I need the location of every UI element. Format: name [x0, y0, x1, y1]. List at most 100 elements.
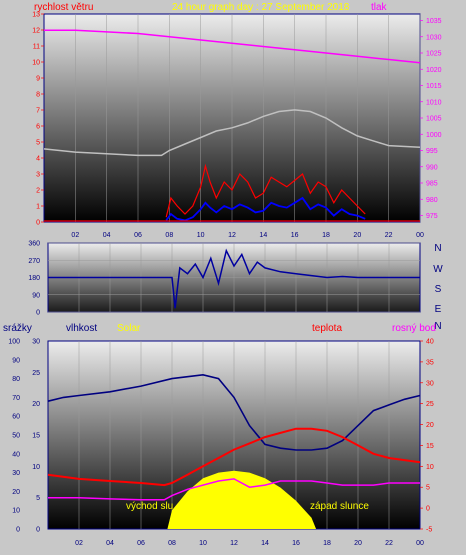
x-tick-label: 02: [71, 232, 79, 239]
rain-tick-label: 20: [32, 401, 40, 408]
humidity-tick-label: 100: [8, 339, 20, 346]
rain-tick-label: 0: [36, 527, 40, 534]
x-tick-label: 18: [322, 232, 330, 239]
temperature-tick-label: -5: [426, 527, 432, 534]
wind-speed-tick-label: 13: [32, 12, 40, 19]
pressure-tick-label: 980: [426, 197, 438, 204]
humidity-tick-label: 30: [12, 470, 20, 477]
x-tick-label: 08: [168, 540, 176, 547]
compass-label: W: [433, 264, 443, 275]
wind-speed-tick-label: 10: [32, 60, 40, 67]
wind-direction-line: [48, 248, 420, 309]
chart-title: 24 hour graph day : 27 September 2018: [172, 2, 350, 13]
pressure-trace-line: [43, 109, 421, 157]
rain-tick-label: 10: [32, 464, 40, 471]
compass-label: N: [434, 243, 441, 254]
pressure-tick-label: 1015: [426, 83, 442, 90]
sunset-label: západ slunce: [310, 501, 369, 512]
pressure-tick-label: 985: [426, 181, 438, 188]
wind-speed-tick-label: 11: [33, 44, 40, 51]
rain-tick-label: 30: [32, 339, 40, 346]
pressure-line: [44, 29, 421, 64]
humidity-tick-label: 70: [12, 395, 20, 402]
humidity-tick-label: 80: [12, 376, 20, 383]
wind-speed-tick-label: 9: [36, 76, 40, 83]
temperature-tick-label: 30: [426, 380, 434, 387]
rain-tick-label: 15: [32, 433, 40, 440]
pressure-tick-label: 1030: [426, 34, 442, 41]
solar-axis-label: Solar: [117, 323, 141, 334]
pressure-axis-label: tlak: [371, 2, 388, 13]
pressure-tick-label: 1020: [426, 67, 442, 74]
direction-tick-label: 360: [28, 241, 40, 248]
x-tick-label: 16: [291, 232, 299, 239]
wind-average-line: [165, 196, 366, 222]
x-tick-label: 06: [134, 232, 142, 239]
sunrise-label: východ slu: [126, 501, 173, 512]
wind-pressure-x-ticks: 02 04 06 08 10 12 14 16 18 20 22 00: [71, 232, 424, 239]
wind-gust-line: [165, 163, 366, 218]
humidity-tick-label: 20: [12, 489, 20, 496]
direction-tick-label: 90: [32, 292, 40, 299]
x-tick-label: 04: [106, 540, 114, 547]
pressure-tick-label: 995: [426, 148, 438, 155]
x-tick-label: 08: [165, 232, 173, 239]
humidity-line: [47, 373, 421, 451]
x-tick-label: 00: [416, 232, 424, 239]
pressure-tick-label: 1005: [426, 116, 442, 123]
x-tick-label: 04: [103, 232, 111, 239]
x-tick-label: 10: [199, 540, 207, 547]
wind-direction-ticks: 0 90 180 270 360: [28, 241, 40, 317]
temperature-series: [47, 373, 421, 529]
temperature-axis-label: teplota: [312, 323, 342, 334]
x-tick-label: 22: [385, 540, 393, 547]
temperature-tick-label: 40: [426, 339, 434, 346]
wind-speed-tick-label: 1: [36, 204, 40, 211]
compass-label: N: [434, 321, 441, 332]
humidity-ticks: 0 10 20 30 40 50 60 70 80 90 100: [8, 339, 20, 534]
compass-label: S: [435, 284, 442, 295]
temperature-tick-label: 35: [426, 359, 434, 366]
wind-speed-tick-label: 12: [32, 28, 40, 35]
wind-speed-tick-label: 8: [36, 92, 40, 99]
x-tick-label: 18: [323, 540, 331, 547]
temperature-x-ticks: 02 04 06 08 10 12 14 16 18 20 22 00: [75, 540, 424, 547]
wind-speed-tick-label: 7: [36, 108, 40, 115]
temperature-tick-label: 20: [426, 422, 434, 429]
humidity-tick-label: 50: [12, 433, 20, 440]
x-tick-label: 16: [292, 540, 300, 547]
x-tick-label: 20: [353, 232, 361, 239]
humidity-tick-label: 90: [12, 357, 20, 364]
pressure-tick-label: 1010: [426, 99, 442, 106]
x-tick-label: 14: [259, 232, 267, 239]
humidity-tick-label: 60: [12, 414, 20, 421]
temperature-ticks: -5 0 5 10 15 20 25 30 35 40: [420, 339, 434, 534]
x-tick-label: 02: [75, 540, 83, 547]
wind-speed-tick-label: 3: [36, 172, 40, 179]
rain-axis-label: srážky: [3, 323, 32, 334]
temperature-tick-label: 25: [426, 401, 434, 408]
humidity-tick-label: 0: [16, 527, 20, 534]
temperature-tick-label: 5: [426, 485, 430, 492]
temperature-line: [47, 427, 421, 487]
x-tick-label: 12: [230, 540, 238, 547]
x-tick-label: 22: [385, 232, 393, 239]
x-tick-label: 00: [416, 540, 424, 547]
wind-speed-tick-label: 6: [36, 124, 40, 131]
rain-ticks: 0 5 10 15 20 25 30: [32, 339, 40, 534]
wind-direction-series: [48, 248, 420, 309]
x-tick-label: 10: [197, 232, 205, 239]
rain-tick-label: 25: [32, 370, 40, 377]
humidity-tick-label: 10: [12, 508, 20, 515]
wind-pressure-series: [43, 29, 421, 222]
temperature-tick-label: 15: [426, 443, 434, 450]
direction-tick-label: 0: [36, 310, 40, 317]
pressure-tick-label: 990: [426, 164, 438, 171]
wind-speed-tick-label: 0: [36, 220, 40, 227]
dew-point-axis-label: rosný bod: [392, 323, 436, 334]
direction-tick-label: 180: [28, 275, 40, 282]
x-tick-label: 14: [261, 540, 269, 547]
